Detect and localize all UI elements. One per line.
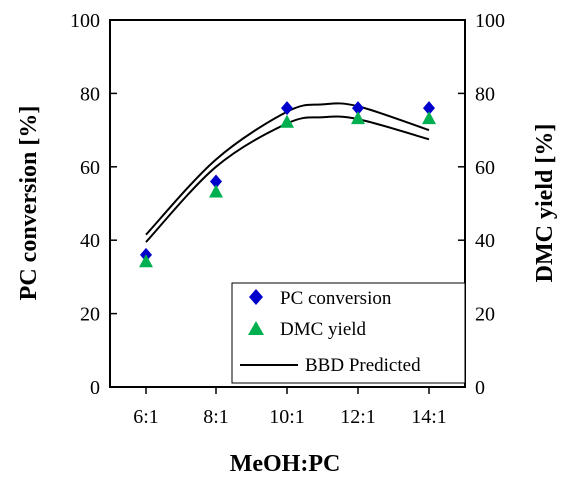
pc-conversion-point [210, 174, 222, 189]
x-tick-label: 12:1 [340, 406, 376, 428]
right-y-tick-label: 60 [475, 157, 495, 179]
legend-pc-conversion-marker [249, 289, 263, 305]
dmc-yield-point [422, 111, 436, 125]
legend-pc-conversion-label: PC conversion [280, 288, 392, 309]
x-tick-label: 10:1 [269, 406, 305, 428]
left-y-tick-label: 80 [80, 83, 100, 105]
left-y-tick-label: 0 [90, 377, 100, 399]
dmc-yield-point [351, 111, 365, 125]
left-y-axis-title: PC conversion [%] [16, 106, 42, 301]
right-y-tick-label: 40 [475, 230, 495, 252]
right-y-tick-label: 20 [475, 304, 495, 326]
pc-conversion-point [423, 101, 435, 116]
left-y-tick-label: 20 [80, 304, 100, 326]
legend: PC conversion DMC yield BBD Predicted [231, 282, 466, 384]
right-y-axis: 0 20 40 60 80 100 [458, 10, 505, 399]
left-y-axis: 0 20 40 60 80 100 [70, 10, 117, 399]
right-y-tick-label: 80 [475, 83, 495, 105]
x-axis-title: MeOH:PC [230, 451, 341, 477]
x-axis: 6:1 8:1 10:1 12:1 14:1 [133, 387, 447, 428]
dmc-yield-point [139, 254, 153, 268]
left-y-tick-label: 100 [70, 10, 100, 32]
right-y-axis-title: DMC yield [%] [532, 124, 558, 283]
data-points [139, 101, 436, 268]
legend-dmc-yield-label: DMC yield [280, 319, 367, 340]
pc-conversion-point [352, 101, 364, 116]
dmc-yield-point [209, 184, 223, 198]
right-y-tick-label: 0 [475, 377, 485, 399]
fit-curve-2 [145, 115, 430, 243]
legend-dmc-yield-marker [248, 321, 264, 335]
pc-conversion-point [281, 101, 293, 116]
legend-bbd-predicted-label: BBD Predicted [305, 355, 421, 376]
x-tick-label: 14:1 [411, 406, 447, 428]
right-y-tick-label: 100 [475, 10, 505, 32]
dmc-yield-point [280, 114, 294, 128]
left-y-tick-label: 60 [80, 157, 100, 179]
legend-box [231, 282, 466, 384]
left-y-tick-label: 40 [80, 230, 100, 252]
x-tick-label: 8:1 [203, 406, 229, 428]
x-tick-label: 6:1 [133, 406, 159, 428]
